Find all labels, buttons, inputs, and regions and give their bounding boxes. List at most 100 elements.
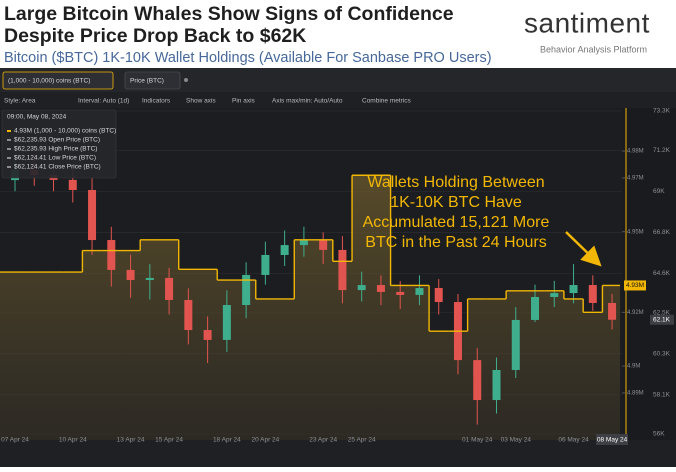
tooltip-swatch bbox=[7, 139, 11, 141]
y-tick-label: 4.98M bbox=[627, 149, 644, 155]
y2-tick-label: 62.5K bbox=[653, 309, 671, 316]
tooltip-line: $62,235.93 Open Price (BTC) bbox=[14, 137, 100, 144]
candle-body bbox=[145, 277, 154, 280]
last-price-box bbox=[650, 314, 674, 325]
last-value-label: 4.93M bbox=[626, 282, 644, 289]
annotation-text: 1K-10K BTC Have bbox=[390, 194, 522, 211]
x-tick-label: 03 May 24 bbox=[501, 437, 532, 444]
candle-body bbox=[242, 274, 251, 306]
y2-tick-label: 73.3K bbox=[653, 108, 671, 115]
candle-body bbox=[473, 360, 482, 401]
tooltip-swatch bbox=[7, 157, 11, 159]
candle-body bbox=[280, 245, 289, 255]
candle-body bbox=[396, 291, 405, 295]
candle-body bbox=[376, 285, 385, 292]
title: Despite Price Drop Back to $62K bbox=[4, 25, 306, 47]
toolbar-item[interactable]: Combine metrics bbox=[362, 98, 412, 105]
x-tick-label: 01 May 24 bbox=[462, 437, 493, 444]
candle-body bbox=[203, 330, 212, 340]
candle-body bbox=[261, 254, 270, 275]
subtitle: Bitcoin ($BTC) 1K-10K Wallet Holdings (A… bbox=[4, 50, 492, 66]
candle-body bbox=[531, 296, 540, 320]
tooltip-time: 09:00, May 08, 2024 bbox=[7, 114, 67, 121]
toolbar-item[interactable]: Style: Area bbox=[4, 98, 36, 105]
x-tick-label: 18 Apr 24 bbox=[213, 437, 241, 444]
y2-tick-label: 56K bbox=[653, 431, 665, 438]
plot: 73.3K 71.2K 69K 66.8K 64.6K 62.5K 60.3K 58.1K 56… bbox=[0, 108, 674, 445]
last-price-label: 62.1K bbox=[653, 316, 671, 323]
candle-body bbox=[338, 249, 347, 291]
candle-body bbox=[492, 369, 501, 401]
x-tick-label: 10 Apr 24 bbox=[59, 437, 87, 444]
tooltip-lines: 4.93M (1,000 - 10,000) coins (BTC) $62,23… bbox=[7, 128, 116, 171]
toolbar-item[interactable]: Show axis bbox=[186, 98, 216, 105]
tooltip bbox=[1, 109, 117, 179]
toolbar-item[interactable]: Interval: Auto (1d) bbox=[78, 98, 129, 105]
y2-tick-label: 60.3K bbox=[653, 350, 671, 357]
y2-tick-label: 58.1K bbox=[653, 392, 671, 399]
tab-label[interactable]: (1,000 - 10,000) coins (BTC) bbox=[8, 78, 90, 85]
candle-body bbox=[126, 269, 135, 280]
header-bg bbox=[0, 0, 676, 68]
candle-body bbox=[415, 288, 424, 295]
annotation-text: Accumulated 15,121 More bbox=[363, 214, 550, 231]
tab[interactable] bbox=[2, 71, 114, 90]
annotation-text: BTC in the Past 24 Hours bbox=[365, 234, 546, 251]
tab-close[interactable] bbox=[184, 78, 188, 82]
candle-body bbox=[184, 299, 193, 331]
annotation-arrow bbox=[565, 231, 602, 267]
tab-label[interactable]: Price (BTC) bbox=[130, 78, 164, 85]
candle-body bbox=[569, 285, 578, 294]
tooltip-line: $62,124.41 Close Price (BTC) bbox=[14, 164, 101, 171]
tab[interactable] bbox=[124, 71, 181, 90]
y-tick-label: 4.95M bbox=[627, 229, 644, 235]
toolbar-item[interactable]: Axis max/min: Auto/Auto bbox=[272, 98, 343, 105]
candle-body bbox=[68, 179, 77, 190]
candle-body bbox=[88, 189, 97, 241]
y-tick-label: 4.89M bbox=[627, 391, 644, 397]
toolbar-item[interactable]: Pin axis bbox=[232, 98, 256, 105]
holdings-area bbox=[0, 175, 620, 441]
y2-tick-label: 66.8K bbox=[653, 229, 671, 236]
tooltip-swatch bbox=[7, 130, 11, 132]
candle-body bbox=[550, 293, 559, 297]
candle-body bbox=[357, 285, 366, 291]
x-tick-label: 23 Apr 24 bbox=[309, 437, 337, 444]
candle-body bbox=[299, 240, 308, 246]
tooltip-line: $62,235.93 High Price (BTC) bbox=[14, 146, 97, 153]
x-tick-label: 08 May 24 bbox=[597, 437, 628, 444]
toolbar-item[interactable]: Indicators bbox=[142, 98, 171, 105]
candle-body bbox=[222, 305, 231, 340]
tooltip-swatch bbox=[7, 148, 11, 150]
y-tick-label: 4.97M bbox=[627, 176, 644, 182]
x-tick-label: 07 Apr 24 bbox=[1, 437, 29, 444]
candle-body bbox=[434, 288, 443, 303]
annotation: Wallets Holding Between 1K-10K BTC Have Ac… bbox=[363, 174, 550, 251]
x-tick-label: 20 Apr 24 bbox=[251, 437, 279, 444]
tooltip-line: 4.93M (1,000 - 10,000) coins (BTC) bbox=[14, 128, 116, 135]
candle-body bbox=[319, 240, 328, 250]
tooltip-line: $62,124.41 Low Price (BTC) bbox=[14, 155, 96, 162]
toolbar: Style: Area Interval: Auto (1d) Indicators… bbox=[4, 98, 412, 105]
tagline: Behavior Analysis Platform bbox=[540, 44, 647, 54]
title: Large Bitcoin Whales Show Signs of Confi… bbox=[4, 3, 454, 25]
last-value-box bbox=[624, 280, 646, 291]
candle-body bbox=[511, 319, 520, 370]
candle-body bbox=[588, 285, 597, 303]
y2-tick-label: 69K bbox=[653, 188, 665, 195]
candle-body bbox=[107, 240, 116, 270]
x-tick-label: 25 Apr 24 bbox=[348, 437, 376, 444]
tooltip-swatch bbox=[7, 166, 11, 168]
brand: santiment bbox=[524, 7, 650, 38]
y2-tick-label: 64.6K bbox=[653, 270, 671, 277]
candle-body bbox=[608, 302, 617, 320]
x-tick-label: 13 Apr 24 bbox=[117, 437, 145, 444]
x-tick-label: 15 Apr 24 bbox=[155, 437, 183, 444]
y-tick-label: 4.92M bbox=[627, 310, 644, 316]
annotation-text: Wallets Holding Between bbox=[367, 174, 544, 191]
y-tick-label: 4.9M bbox=[627, 364, 640, 370]
x-label-box bbox=[596, 434, 629, 445]
candle-body bbox=[165, 277, 174, 300]
